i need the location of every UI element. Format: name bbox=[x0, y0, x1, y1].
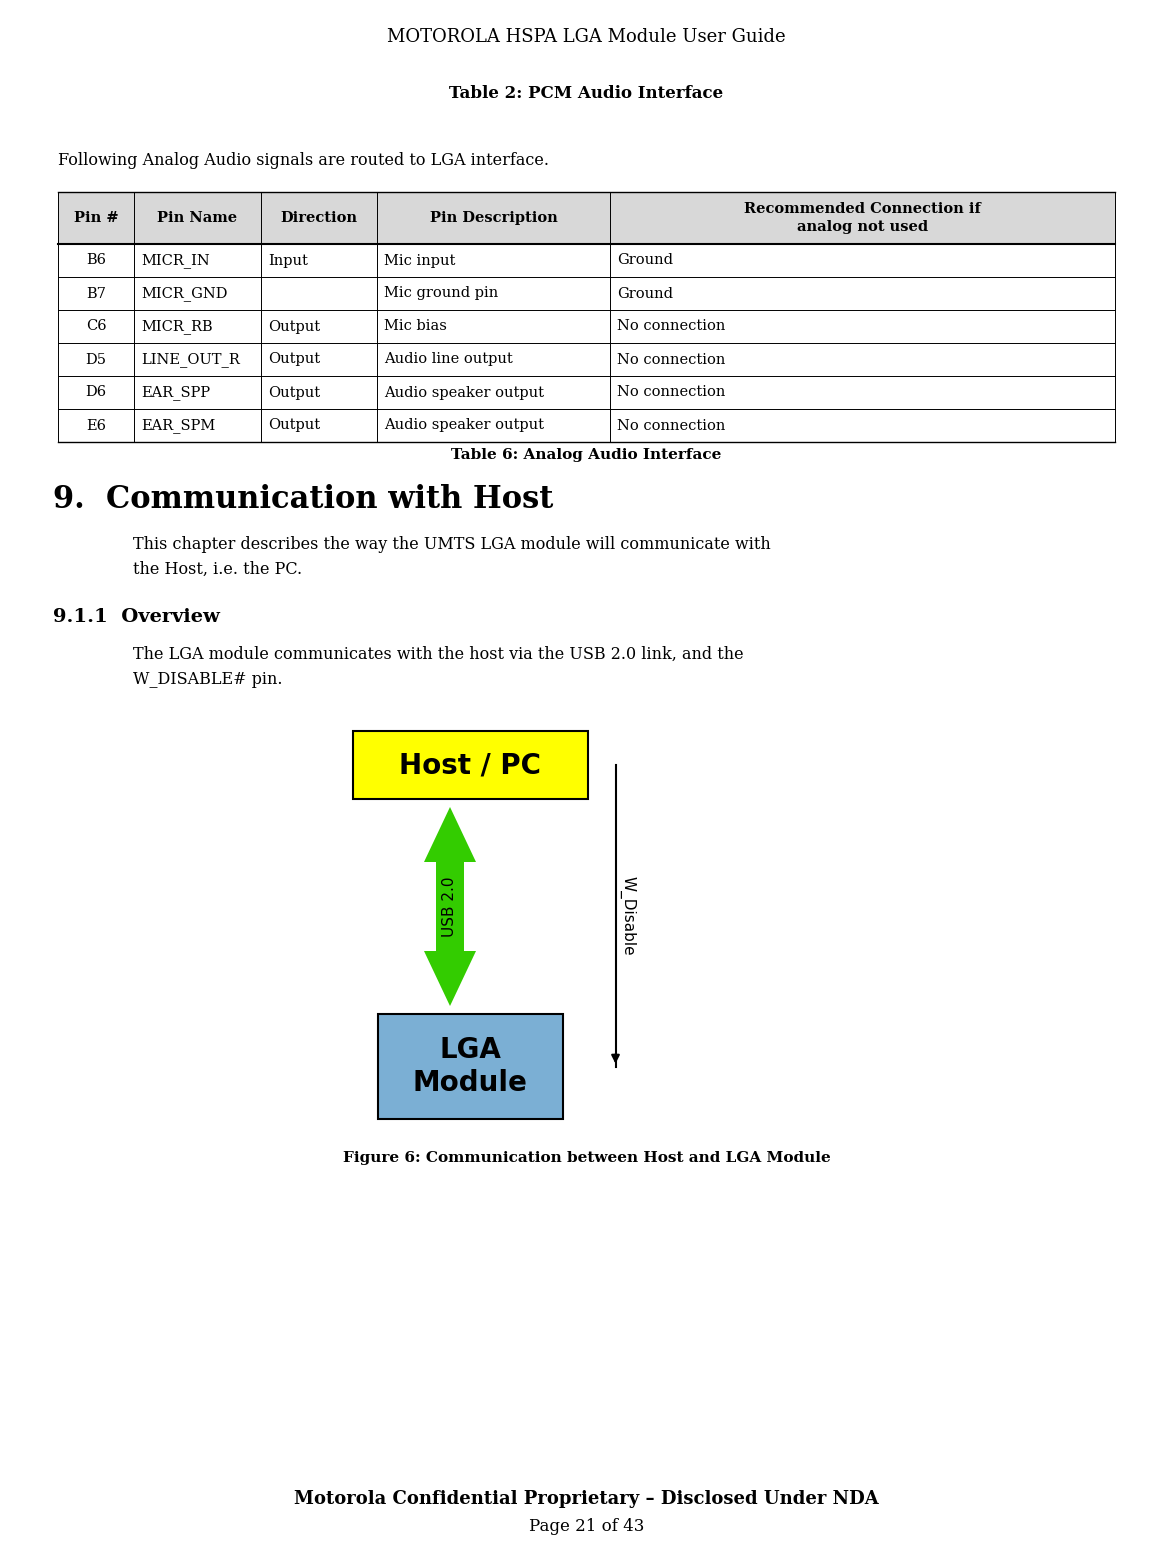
Bar bbox=[57, 344, 1116, 376]
Text: Motorola Confidential Proprietary – Disclosed Under NDA: Motorola Confidential Proprietary – Disc… bbox=[294, 1491, 879, 1508]
Text: LGA
Module: LGA Module bbox=[413, 1036, 528, 1096]
Text: B6: B6 bbox=[86, 254, 106, 268]
Bar bbox=[57, 277, 1116, 310]
Text: Audio line output: Audio line output bbox=[385, 353, 513, 367]
Text: MICR_RB: MICR_RB bbox=[141, 319, 212, 334]
Text: Ground: Ground bbox=[617, 254, 673, 268]
Text: MICR_GND: MICR_GND bbox=[141, 286, 228, 300]
Text: Output: Output bbox=[267, 385, 320, 399]
Text: This chapter describes the way the UMTS LGA module will communicate with
the Hos: This chapter describes the way the UMTS … bbox=[133, 536, 771, 577]
Text: USB 2.0: USB 2.0 bbox=[442, 876, 457, 937]
Text: Pin #: Pin # bbox=[74, 211, 118, 224]
Text: 9.1.1  Overview: 9.1.1 Overview bbox=[53, 608, 219, 625]
Bar bbox=[57, 409, 1116, 443]
Text: Output: Output bbox=[267, 353, 320, 367]
Bar bbox=[57, 310, 1116, 344]
Text: No connection: No connection bbox=[617, 319, 725, 333]
Text: The LGA module communicates with the host via the USB 2.0 link, and the
W_DISABL: The LGA module communicates with the hos… bbox=[133, 646, 744, 687]
Text: Figure 6: Communication between Host and LGA Module: Figure 6: Communication between Host and… bbox=[343, 1152, 830, 1166]
Bar bbox=[57, 376, 1116, 409]
Text: B7: B7 bbox=[86, 286, 106, 300]
Text: MICR_IN: MICR_IN bbox=[141, 252, 210, 268]
Text: Mic ground pin: Mic ground pin bbox=[385, 286, 499, 300]
Text: EAR_SPM: EAR_SPM bbox=[141, 418, 216, 433]
Text: Output: Output bbox=[267, 418, 320, 432]
Bar bbox=[57, 245, 1116, 277]
Text: No connection: No connection bbox=[617, 353, 725, 367]
Text: Input: Input bbox=[267, 254, 307, 268]
Text: Audio speaker output: Audio speaker output bbox=[385, 385, 544, 399]
Text: Ground: Ground bbox=[617, 286, 673, 300]
Text: W_Disable: W_Disable bbox=[619, 876, 636, 955]
Text: Mic input: Mic input bbox=[385, 254, 455, 268]
Text: MOTOROLA HSPA LGA Module User Guide: MOTOROLA HSPA LGA Module User Guide bbox=[387, 28, 786, 46]
Bar bbox=[353, 731, 588, 799]
Text: Host / PC: Host / PC bbox=[399, 751, 541, 779]
Bar bbox=[57, 192, 1116, 245]
Text: EAR_SPP: EAR_SPP bbox=[141, 385, 210, 399]
Text: C6: C6 bbox=[86, 319, 107, 333]
Text: 9.  Communication with Host: 9. Communication with Host bbox=[53, 485, 554, 515]
Text: D5: D5 bbox=[86, 353, 107, 367]
Text: D6: D6 bbox=[86, 385, 107, 399]
Text: No connection: No connection bbox=[617, 418, 725, 432]
Text: E6: E6 bbox=[86, 418, 106, 432]
Text: Mic bias: Mic bias bbox=[385, 319, 447, 333]
Polygon shape bbox=[423, 807, 476, 1006]
Text: Recommended Connection if
analog not used: Recommended Connection if analog not use… bbox=[744, 203, 981, 234]
Text: Pin Description: Pin Description bbox=[429, 211, 557, 224]
Text: Following Analog Audio signals are routed to LGA interface.: Following Analog Audio signals are route… bbox=[57, 152, 549, 169]
Text: Direction: Direction bbox=[280, 211, 358, 224]
Text: Page 21 of 43: Page 21 of 43 bbox=[529, 1519, 644, 1536]
Text: Output: Output bbox=[267, 319, 320, 333]
Text: Table 6: Analog Audio Interface: Table 6: Analog Audio Interface bbox=[452, 447, 721, 461]
Text: Table 2: PCM Audio Interface: Table 2: PCM Audio Interface bbox=[449, 85, 724, 102]
Text: No connection: No connection bbox=[617, 385, 725, 399]
Text: Pin Name: Pin Name bbox=[157, 211, 238, 224]
Text: LINE_OUT_R: LINE_OUT_R bbox=[141, 351, 239, 367]
Text: Audio speaker output: Audio speaker output bbox=[385, 418, 544, 432]
Bar bbox=[378, 1014, 563, 1119]
